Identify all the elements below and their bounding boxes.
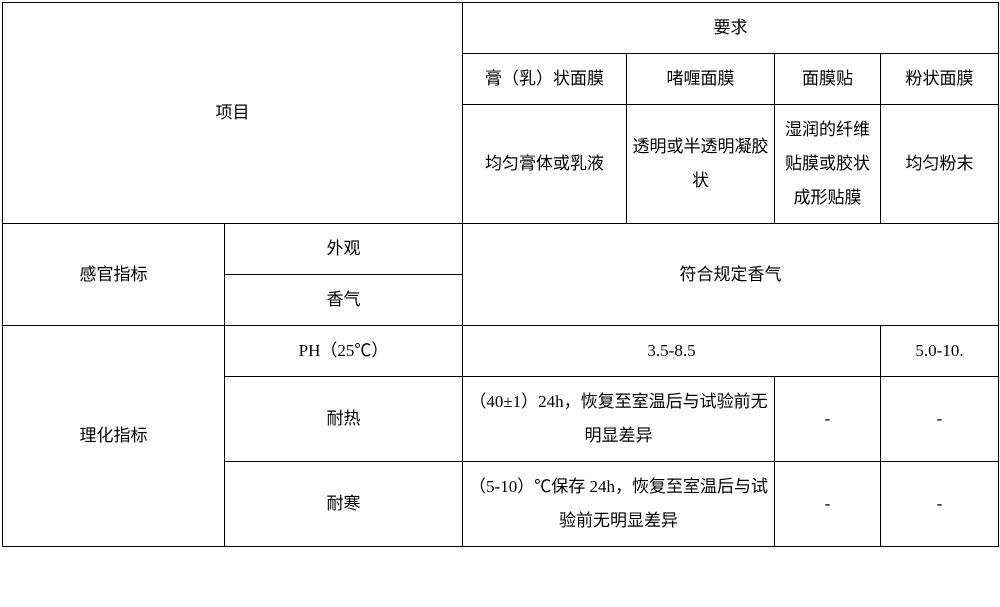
aroma-label: 香气: [225, 275, 463, 326]
heat-label: 耐热: [225, 377, 463, 462]
cold-sheet-dash: -: [775, 462, 881, 547]
spec-table: 项目 要求 膏（乳）状面膜 啫喱面膜 面膜贴 粉状面膜 均匀膏体或乳液 透明或半…: [2, 2, 999, 547]
heat-powder-dash: -: [881, 377, 999, 462]
appearance-label: 外观: [225, 224, 463, 275]
heat-sheet-dash: -: [775, 377, 881, 462]
desc-gel: 透明或半透明凝胶状: [627, 105, 775, 224]
physchem-title: 理化指标: [3, 326, 225, 547]
col-powder-header: 粉状面膜: [881, 54, 999, 105]
col-sheet-header: 面膜贴: [775, 54, 881, 105]
cold-req: （5-10）℃保存 24h，恢复至室温后与试验前无明显差异: [463, 462, 775, 547]
desc-powder: 均匀粉末: [881, 105, 999, 224]
cold-powder-dash: -: [881, 462, 999, 547]
project-header: 项目: [3, 3, 463, 224]
desc-cream: 均匀膏体或乳液: [463, 105, 627, 224]
desc-sheet: 湿润的纤维贴膜或胶状成形贴膜: [775, 105, 881, 224]
ph-range-2: 5.0-10.: [881, 326, 999, 377]
col-cream-header: 膏（乳）状面膜: [463, 54, 627, 105]
aroma-req: 符合规定香气: [463, 224, 999, 326]
col-gel-header: 啫喱面膜: [627, 54, 775, 105]
cold-label: 耐寒: [225, 462, 463, 547]
requirements-header: 要求: [463, 3, 999, 54]
heat-req: （40±1）24h，恢复至室温后与试验前无明显差异: [463, 377, 775, 462]
sensory-title: 感官指标: [3, 224, 225, 326]
ph-range-1: 3.5-8.5: [463, 326, 881, 377]
ph-label: PH（25℃）: [225, 326, 463, 377]
